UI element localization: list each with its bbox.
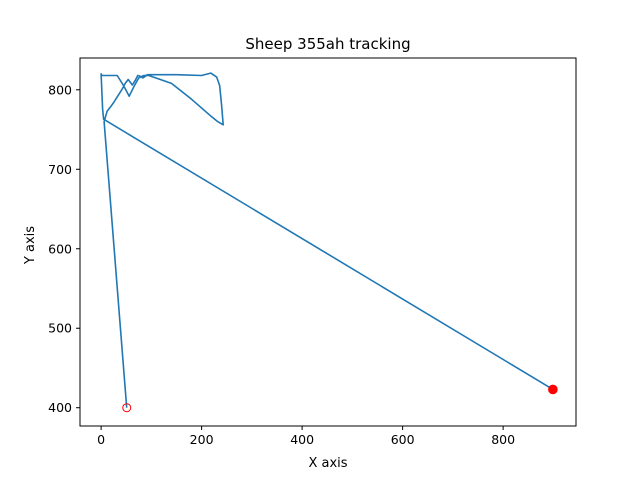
x-tick-label: 800 — [491, 432, 515, 447]
y-axis: 400 500 600 700 800 — [48, 82, 80, 415]
y-tick-label: 500 — [48, 321, 72, 336]
track-line — [100, 72, 554, 408]
x-tick-label: 0 — [97, 432, 105, 447]
chart-title: Sheep 355ah tracking — [245, 35, 410, 53]
y-tick-label: 800 — [48, 82, 72, 97]
y-tick-label: 700 — [48, 162, 72, 177]
x-axis-label: X axis — [308, 456, 347, 471]
end-point-marker — [548, 384, 558, 395]
x-axis: 0 200 400 600 800 — [97, 426, 515, 447]
y-axis-label: Y axis — [23, 226, 38, 265]
x-tick-label: 600 — [391, 432, 415, 447]
axes-frame — [79, 57, 577, 427]
y-tick-label: 400 — [48, 400, 72, 415]
y-tick-label: 600 — [48, 241, 72, 256]
start-point-marker — [122, 403, 132, 413]
plot-area — [100, 72, 558, 413]
x-tick-label: 400 — [290, 432, 314, 447]
x-tick-label: 200 — [190, 432, 214, 447]
